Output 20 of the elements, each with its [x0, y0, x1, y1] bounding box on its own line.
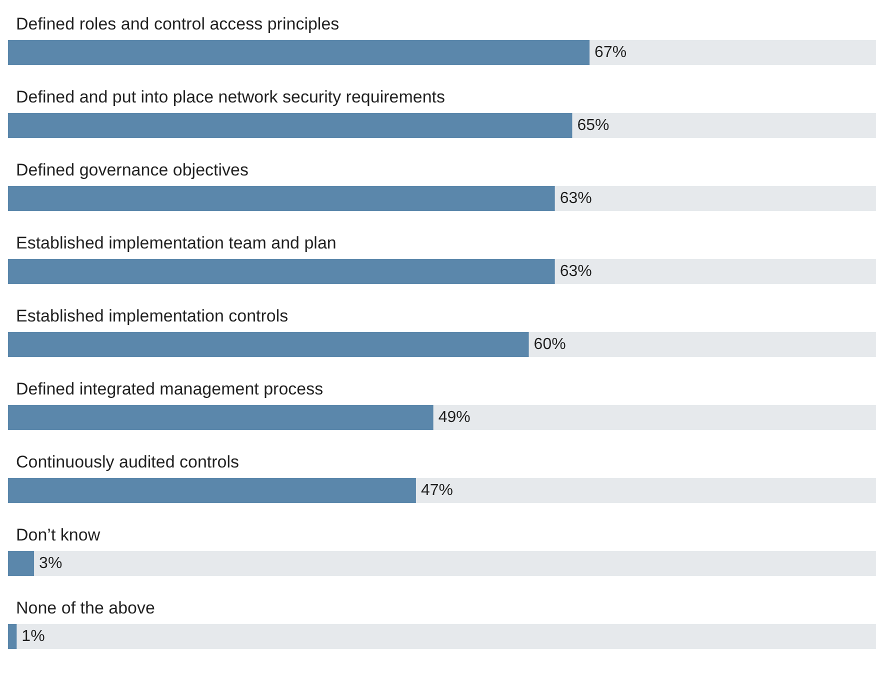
y-tick-label: Continuously audited controls — [16, 452, 240, 472]
data-label: 47% — [420, 482, 453, 499]
data-label: 1% — [22, 628, 45, 645]
y-tick-label: Don’t know — [16, 526, 101, 544]
y-tick-label: Defined roles and control access principles — [16, 14, 340, 34]
data-label: 67% — [594, 44, 627, 61]
y-tick-label: Defined governance objectives — [16, 160, 248, 180]
data-label: 65% — [577, 117, 610, 134]
y-tick-label: Established implementation controls — [16, 306, 288, 326]
data-label: 49% — [438, 409, 470, 426]
bar — [8, 551, 34, 576]
y-tick-label: Defined and put into place network security requirements — [16, 88, 446, 106]
y-tick-label: None of the above — [16, 598, 155, 618]
y-tick-label: Established implementation team and plan — [16, 234, 336, 252]
y-tick-label: Defined integrated management process — [16, 380, 324, 398]
data-label: 3% — [39, 555, 62, 572]
data-label: 63% — [560, 263, 592, 280]
data-label: 63% — [560, 190, 592, 207]
bar — [8, 624, 17, 649]
data-label: 60% — [534, 336, 566, 353]
